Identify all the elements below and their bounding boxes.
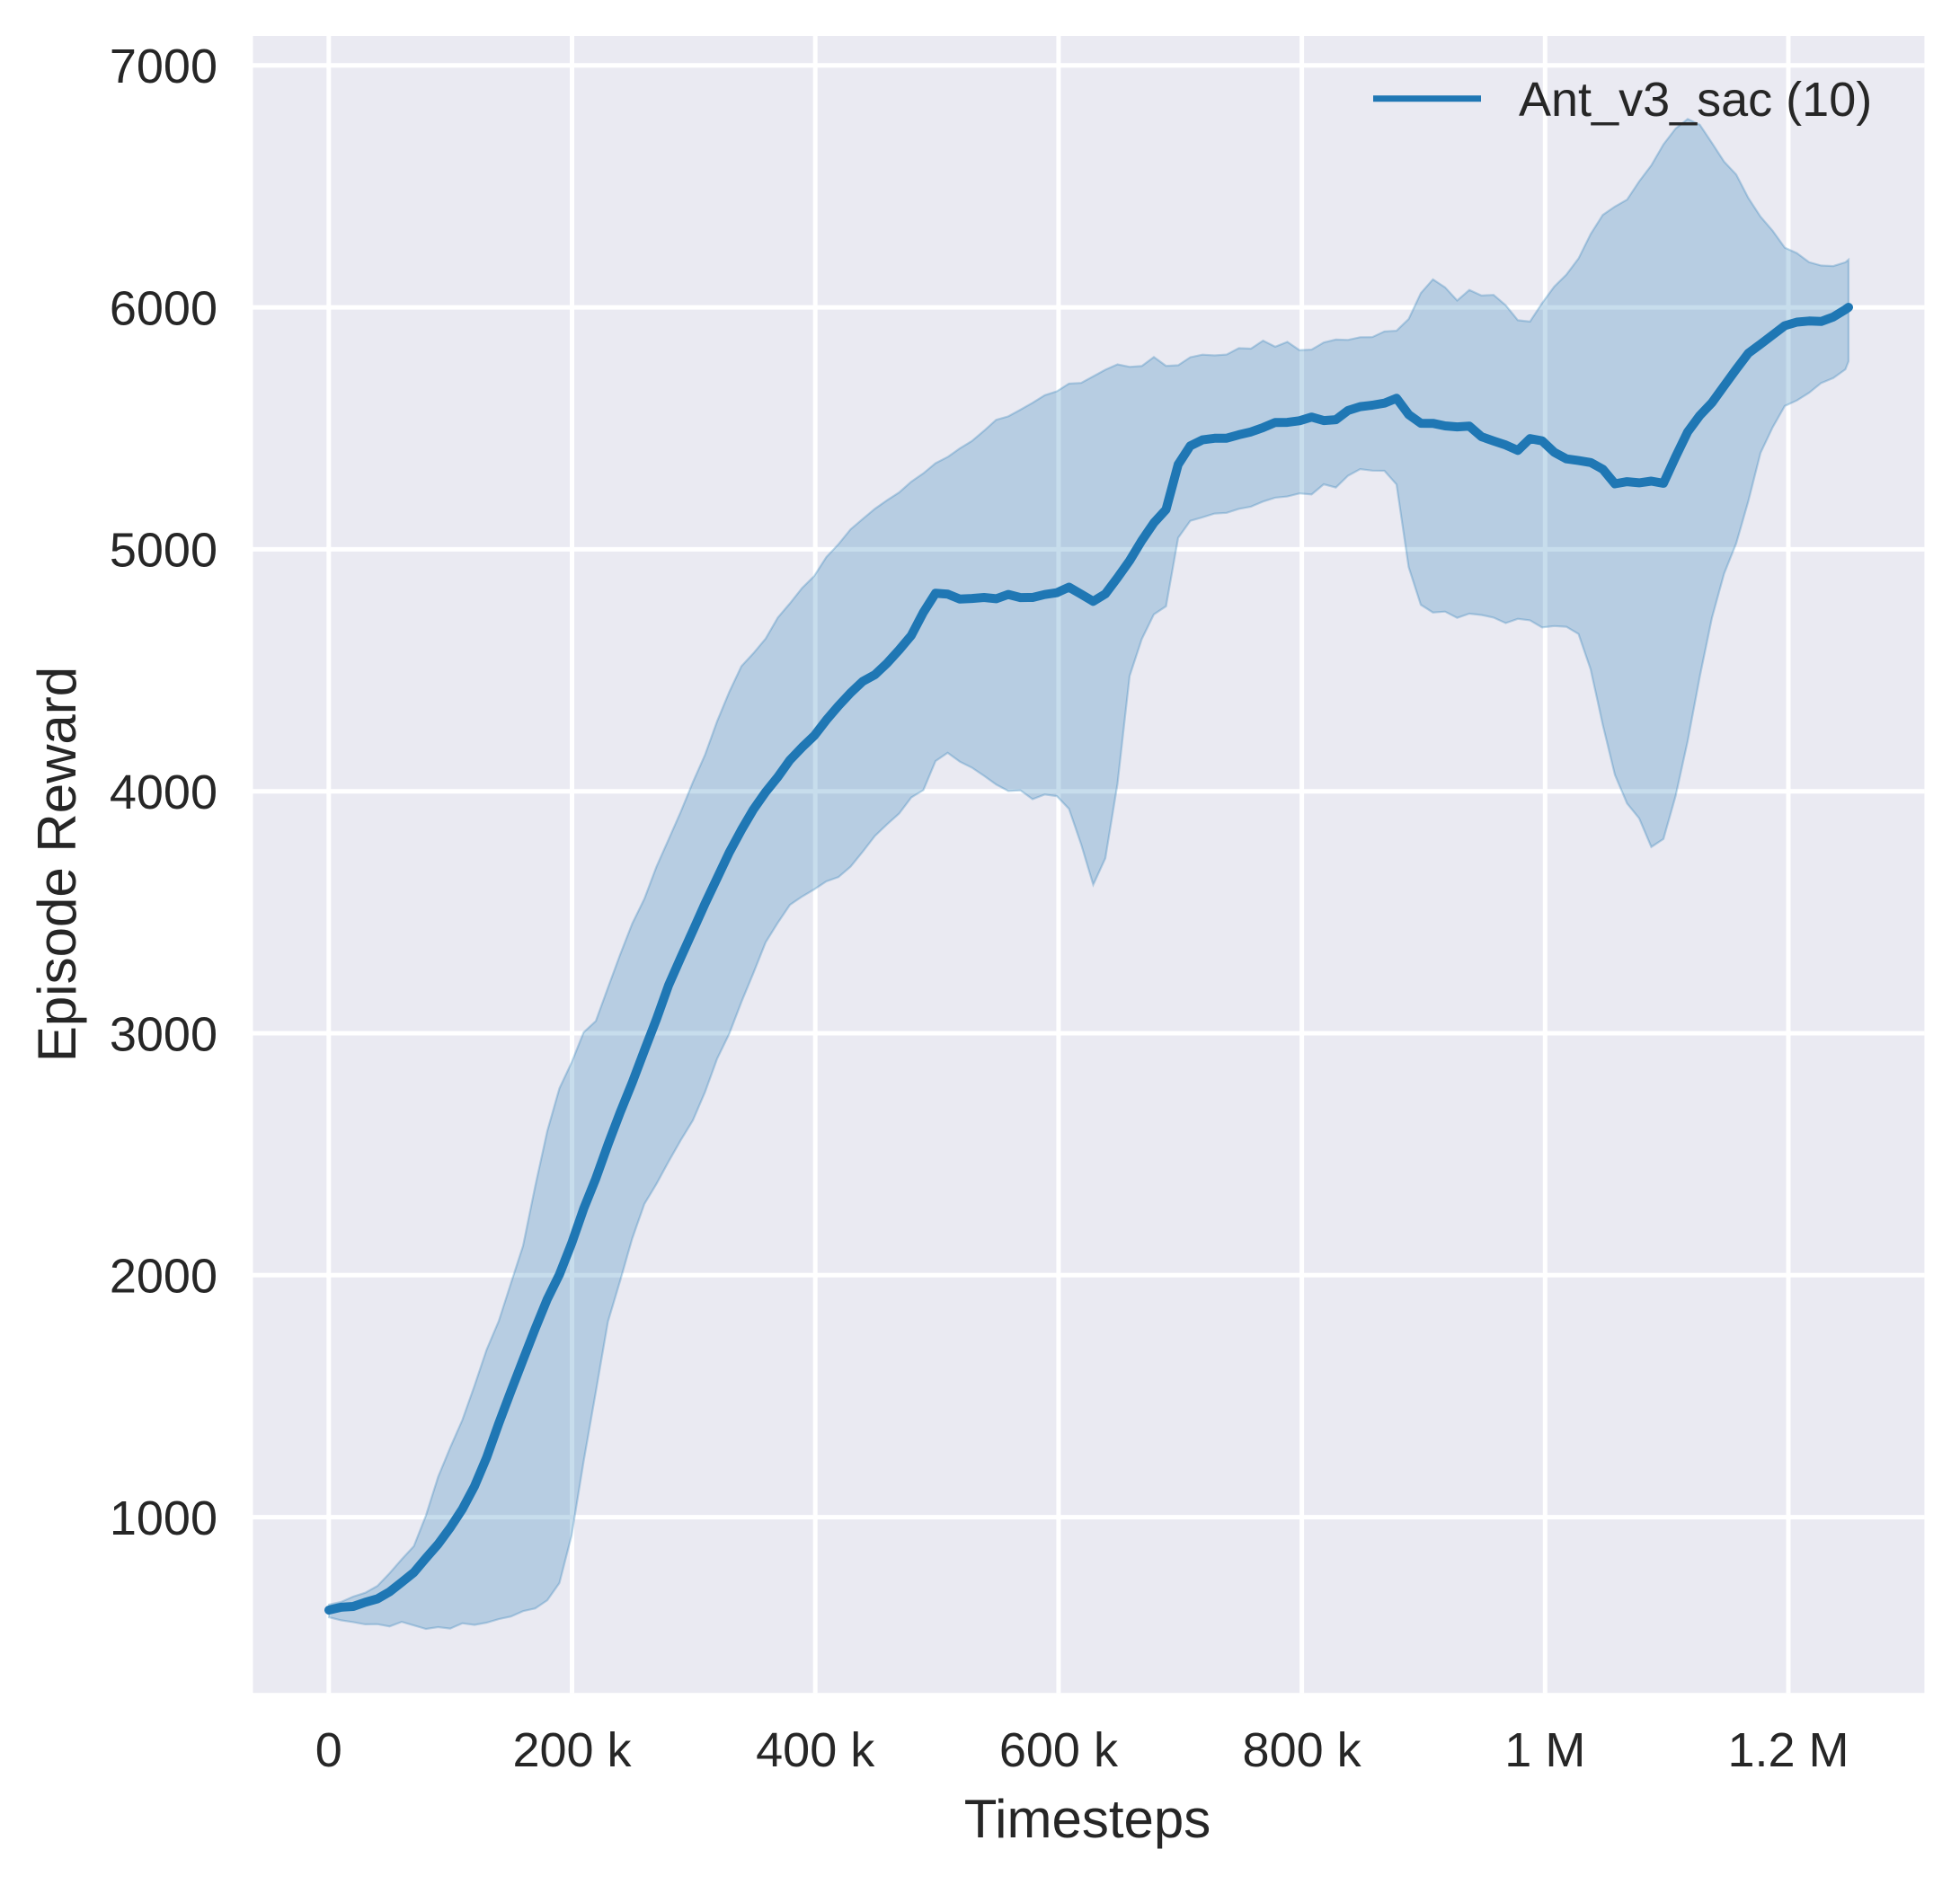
svg-text:2000: 2000 — [110, 1250, 217, 1304]
svg-text:400 k: 400 k — [756, 1723, 875, 1777]
svg-text:600 k: 600 k — [999, 1723, 1119, 1777]
svg-text:Episode Reward: Episode Reward — [27, 667, 87, 1062]
svg-text:7000: 7000 — [110, 40, 217, 93]
svg-text:800 k: 800 k — [1243, 1723, 1362, 1777]
svg-text:200 k: 200 k — [512, 1723, 632, 1777]
svg-text:3000: 3000 — [110, 1007, 217, 1061]
svg-text:Ant_v3_sac (10): Ant_v3_sac (10) — [1519, 73, 1872, 127]
svg-text:5000: 5000 — [110, 524, 217, 578]
svg-text:6000: 6000 — [110, 281, 217, 335]
svg-text:0: 0 — [315, 1723, 342, 1777]
svg-text:1 M: 1 M — [1504, 1723, 1585, 1777]
svg-text:1.2 M: 1.2 M — [1727, 1723, 1849, 1777]
svg-text:1000: 1000 — [110, 1491, 217, 1545]
svg-text:4000: 4000 — [110, 766, 217, 819]
svg-text:Timesteps: Timesteps — [964, 1789, 1211, 1849]
